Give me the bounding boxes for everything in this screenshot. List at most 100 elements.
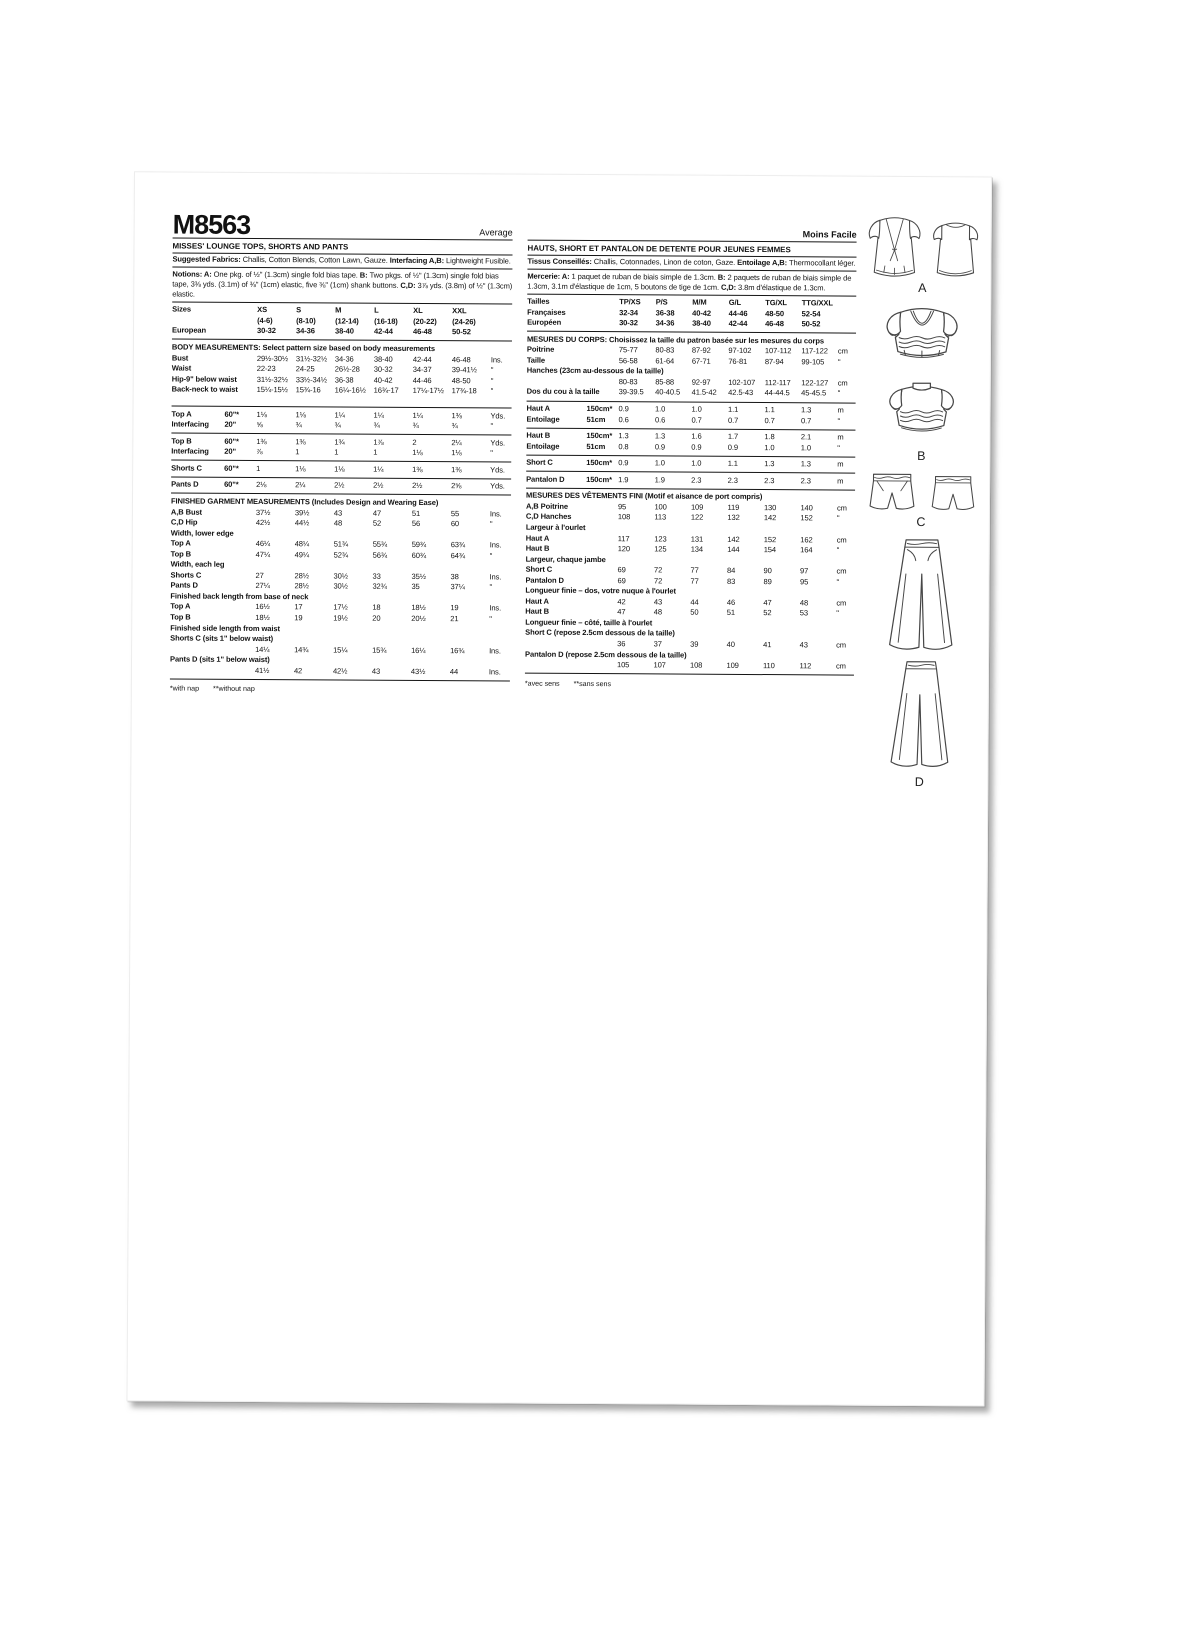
size-value: 32¾: [372, 582, 387, 592]
row-label: Sizes: [172, 304, 191, 314]
english-column: M8563 Average MISSES' LOUNGE TOPS, SHORT…: [169, 209, 513, 694]
size-value: (16-18): [374, 316, 398, 326]
fabric-width: 60"*: [224, 463, 239, 473]
size-value: 38-40: [373, 354, 393, 364]
row-label-cell: A,B Poitrine: [526, 501, 618, 512]
size-value: 44: [690, 597, 699, 607]
fabric-width: 51cm: [586, 414, 606, 424]
size-value: 1⅞: [373, 437, 384, 447]
table-rule: [526, 487, 856, 491]
table-rule: [171, 405, 512, 409]
size-value: 42.5-43: [728, 388, 754, 398]
view-a-illustrations: [863, 211, 982, 282]
difficulty-label-fr: Moins Facile: [802, 229, 857, 240]
row-label: Haut B: [525, 606, 550, 617]
row-label-cell: Dos du cou à la taille: [527, 387, 619, 398]
pattern-number: M8563: [172, 209, 251, 240]
row-label: [172, 322, 255, 323]
size-value: (8-10): [296, 316, 316, 326]
unit-label: cm: [836, 598, 847, 608]
masthead-fr: Moins Facile: [527, 212, 857, 243]
pants-d-front-illustration: [889, 539, 953, 650]
size-value: 162: [800, 534, 813, 544]
nap-footnote-fr: *avec sens **sans sens: [525, 676, 854, 689]
size-value: 102-107: [728, 377, 756, 387]
size-value: 144: [727, 544, 740, 554]
unit-label: cm: [836, 503, 847, 513]
size-value: 37¼: [450, 582, 465, 592]
row-label-cell: C,D Hip: [171, 518, 256, 529]
size-value: XXL: [452, 306, 467, 316]
size-value: 112-117: [764, 378, 791, 388]
size-value: 22-23: [256, 364, 276, 374]
table-rule: [526, 470, 856, 474]
unit-label: ": [836, 513, 840, 523]
row-label: Top A: [170, 601, 191, 612]
size-value: 19: [450, 603, 459, 613]
size-value: 16¼-16½: [334, 385, 366, 395]
text-segment: Notions: A:: [172, 269, 214, 279]
size-value: 44-46: [728, 308, 748, 318]
row-label: Top B: [170, 612, 191, 622]
row-label-cell: Interfacing 20": [171, 447, 256, 458]
size-value: 42-44: [412, 354, 432, 364]
size-value: 1¼: [373, 410, 384, 420]
size-value: XL: [413, 306, 423, 316]
size-value: 43: [653, 597, 663, 607]
row-label-cell: Top A: [171, 539, 256, 550]
size-value: 46-48: [412, 327, 432, 337]
size-value: 64¾: [450, 550, 466, 560]
size-value: 41.5-42: [691, 388, 717, 398]
size-value: 77: [690, 576, 699, 586]
size-value: 108: [617, 512, 631, 522]
view-letter-c: C: [916, 514, 926, 530]
table-rule: [526, 454, 856, 458]
row-label: [527, 384, 617, 385]
size-value: 2¼: [451, 437, 462, 448]
row-label-cell: European: [172, 326, 257, 337]
size-value: 2.3: [727, 475, 738, 485]
pants-d-back-illustration: [890, 661, 949, 767]
size-value: 2½: [373, 481, 384, 491]
size-value: 41: [763, 640, 772, 650]
size-value: TP/XS: [619, 297, 641, 307]
row-label: Interfacing: [171, 419, 209, 429]
row-label-cell: Haut A: [525, 596, 617, 607]
table-rule: [524, 672, 854, 676]
fabric-width: 20": [224, 447, 237, 457]
size-value: 28½: [294, 581, 309, 591]
row-label: A,B Poitrine: [525, 501, 568, 511]
size-value: 52-54: [801, 308, 821, 319]
size-value: 48¼: [294, 539, 310, 549]
row-label: Top A: [170, 538, 191, 548]
table-row: European 30-32 34-36 38-40 42-44 46-48 50-52: [172, 326, 512, 339]
size-value: 0.7: [800, 415, 812, 425]
unit-label: cm: [836, 566, 847, 576]
size-value: 1.0: [764, 442, 775, 452]
size-value: 60: [450, 519, 460, 529]
row-label-cell: Entoilage 51cm: [526, 441, 618, 452]
table-rule: [169, 678, 510, 682]
unit-label: Ins.: [489, 508, 502, 518]
size-value: 0.7: [691, 415, 702, 425]
difficulty-label-en: Average: [479, 227, 513, 238]
size-value: 117: [617, 533, 630, 543]
size-value: 134: [690, 544, 704, 554]
size-value: 53: [799, 608, 809, 618]
size-value: 59¾: [411, 540, 427, 550]
size-value: 154: [763, 545, 777, 555]
unit-label: Ins.: [489, 603, 502, 613]
row-label: Interfacing: [171, 446, 209, 457]
row-label-cell: Top A 60"*: [171, 409, 256, 420]
size-value: 1: [373, 448, 378, 458]
row-label: [170, 672, 253, 673]
size-value: 1.0: [655, 404, 666, 414]
size-value: 131: [690, 534, 704, 544]
unit-label: ": [489, 551, 493, 561]
size-value: 42½: [332, 666, 348, 676]
size-value: 0.9: [727, 442, 739, 452]
unit-label: m: [837, 459, 844, 469]
size-value: 1.3: [654, 431, 666, 441]
size-value: 1⅜: [412, 464, 423, 474]
row-label: Dos du cou à la taille: [526, 387, 600, 397]
